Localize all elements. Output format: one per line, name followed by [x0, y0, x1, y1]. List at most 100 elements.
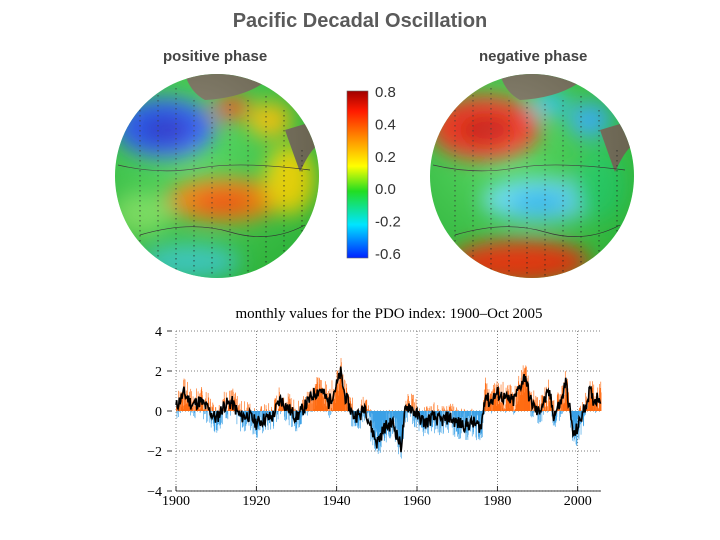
monthly-value-bar [225, 411, 227, 419]
monthly-value-bar [374, 411, 376, 446]
monthly-value-bar [286, 411, 288, 420]
monthly-value-bar [416, 411, 417, 428]
monthly-value-bar [237, 407, 239, 411]
monthly-value-bar [588, 397, 589, 411]
monthly-value-bar [436, 411, 437, 414]
monthly-value-bar [587, 409, 589, 411]
monthly-value-bar [580, 411, 582, 435]
monthly-value-bar [566, 385, 567, 411]
monthly-value-bar [332, 391, 334, 411]
monthly-value-bar [338, 390, 340, 411]
monthly-value-bar [579, 407, 580, 411]
monthly-value-bar [247, 411, 249, 412]
monthly-value-bar [378, 411, 379, 433]
monthly-value-bar [574, 411, 576, 429]
monthly-value-bar [211, 406, 213, 411]
monthly-value-bar [371, 411, 373, 414]
monthly-value-bar [347, 410, 348, 411]
monthly-value-bar [517, 403, 519, 411]
monthly-value-bar [182, 394, 183, 411]
monthly-value-bar [496, 405, 497, 411]
monthly-value-bar [359, 411, 361, 415]
monthly-value-bar [468, 411, 470, 417]
monthly-value-bar [562, 411, 563, 414]
monthly-value-bar [358, 411, 360, 428]
monthly-value-bar [473, 411, 475, 421]
monthly-value-bar [463, 411, 465, 422]
monthly-value-bar [330, 411, 332, 414]
monthly-value-bar [572, 411, 574, 425]
monthly-value-bar [299, 411, 301, 425]
monthly-value-bar [321, 387, 322, 411]
monthly-value-bar [545, 406, 546, 411]
monthly-value-bar [556, 411, 557, 421]
monthly-value-bar [566, 400, 568, 411]
monthly-value-bar [455, 411, 457, 418]
monthly-value-bar [194, 411, 196, 417]
monthly-value-bar [464, 411, 465, 428]
monthly-value-bar [325, 405, 327, 411]
monthly-value-bar [426, 406, 427, 411]
monthly-value-bar [431, 406, 433, 411]
monthly-value-bar [487, 409, 488, 411]
monthly-value-bar [450, 405, 452, 411]
monthly-value-bar [471, 408, 473, 411]
monthly-value-bar [332, 410, 333, 411]
monthly-value-bar [432, 411, 433, 423]
monthly-value-bar [488, 408, 489, 411]
monthly-value-bar [289, 394, 291, 411]
monthly-value-bar [502, 396, 504, 411]
monthly-value-bar [537, 397, 538, 411]
monthly-value-bar [380, 411, 382, 432]
monthly-value-bar [540, 411, 541, 423]
monthly-value-bar [546, 401, 548, 411]
monthly-value-bar [473, 411, 475, 423]
monthly-value-bar [374, 411, 376, 428]
monthly-value-bar [376, 411, 377, 432]
monthly-value-bar [413, 411, 415, 423]
monthly-value-bar [350, 401, 352, 411]
monthly-value-bar [181, 408, 183, 411]
monthly-value-bar [323, 394, 325, 411]
monthly-value-bar [255, 411, 256, 425]
monthly-value-bar [314, 408, 316, 411]
monthly-value-bar [521, 395, 523, 411]
monthly-value-bar [523, 371, 525, 411]
monthly-value-bar [502, 381, 504, 411]
monthly-value-bar [358, 411, 360, 426]
monthly-value-bar [227, 411, 229, 420]
monthly-value-bar [505, 411, 506, 413]
monthly-value-bar [332, 402, 334, 411]
monthly-value-bar [280, 400, 282, 411]
monthly-value-bar [499, 391, 501, 411]
monthly-value-bar [584, 411, 586, 417]
monthly-value-bar [380, 411, 381, 446]
negative-phase-label: negative phase [479, 48, 588, 65]
monthly-value-bar [585, 411, 586, 415]
monthly-value-bar [312, 400, 314, 411]
y-tick-label: 4 [155, 325, 162, 340]
monthly-value-bar [341, 388, 343, 411]
monthly-value-bar [391, 410, 393, 411]
monthly-value-bar [292, 411, 293, 427]
monthly-value-bar [452, 403, 454, 411]
monthly-value-bar [505, 409, 507, 411]
monthly-value-bar [484, 411, 485, 415]
monthly-value-bar [441, 406, 443, 411]
monthly-value-bar [393, 411, 395, 418]
monthly-value-bar [317, 397, 319, 411]
monthly-value-bar [279, 399, 281, 411]
monthly-value-bar [573, 411, 575, 442]
monthly-value-bar [379, 411, 381, 453]
monthly-value-bar [583, 411, 584, 427]
monthly-value-bar [524, 368, 525, 411]
monthly-value-bar [267, 411, 268, 426]
monthly-value-bar [293, 399, 295, 411]
monthly-value-bar [527, 380, 528, 411]
monthly-value-bar [520, 395, 522, 411]
monthly-value-bar [456, 409, 458, 411]
monthly-value-bar [319, 378, 320, 411]
monthly-value-bar [394, 411, 395, 418]
monthly-value-bar [181, 392, 182, 411]
monthly-value-bar [505, 387, 507, 411]
